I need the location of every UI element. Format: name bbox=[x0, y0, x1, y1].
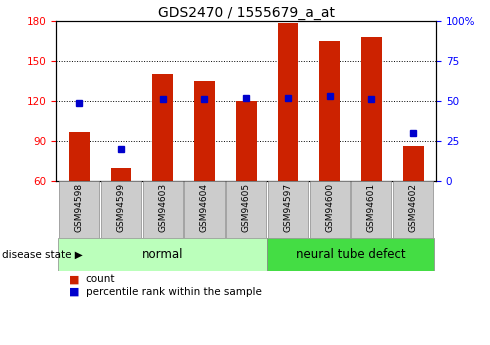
Bar bbox=[101, 181, 141, 238]
Bar bbox=[143, 181, 183, 238]
Bar bbox=[268, 181, 308, 238]
Text: GSM94605: GSM94605 bbox=[242, 183, 251, 232]
Bar bbox=[310, 181, 350, 238]
Text: ■: ■ bbox=[69, 275, 79, 284]
Text: percentile rank within the sample: percentile rank within the sample bbox=[86, 287, 262, 296]
Text: GSM94603: GSM94603 bbox=[158, 183, 167, 232]
Bar bbox=[69, 132, 90, 181]
Bar bbox=[184, 181, 224, 238]
Text: normal: normal bbox=[142, 248, 184, 261]
Text: GSM94598: GSM94598 bbox=[75, 183, 84, 232]
Text: GSM94600: GSM94600 bbox=[325, 183, 334, 232]
Title: GDS2470 / 1555679_a_at: GDS2470 / 1555679_a_at bbox=[158, 6, 335, 20]
Bar bbox=[111, 168, 131, 181]
Bar bbox=[267, 238, 434, 271]
Bar bbox=[393, 181, 433, 238]
Bar bbox=[403, 146, 423, 181]
Text: GSM94602: GSM94602 bbox=[409, 183, 417, 232]
Text: GSM94597: GSM94597 bbox=[283, 183, 293, 232]
Text: GSM94604: GSM94604 bbox=[200, 183, 209, 232]
Bar bbox=[226, 181, 266, 238]
Bar bbox=[361, 37, 382, 181]
Text: GSM94601: GSM94601 bbox=[367, 183, 376, 232]
Text: GSM94599: GSM94599 bbox=[117, 183, 125, 232]
Text: ■: ■ bbox=[69, 287, 79, 296]
Bar bbox=[58, 238, 267, 271]
Bar bbox=[236, 101, 257, 181]
Bar bbox=[59, 181, 99, 238]
Bar bbox=[194, 81, 215, 181]
Text: count: count bbox=[86, 275, 115, 284]
Text: neural tube defect: neural tube defect bbox=[296, 248, 405, 261]
Bar bbox=[351, 181, 392, 238]
Text: disease state ▶: disease state ▶ bbox=[2, 249, 83, 259]
Bar bbox=[277, 23, 298, 181]
Bar bbox=[152, 74, 173, 181]
Bar bbox=[319, 41, 340, 181]
